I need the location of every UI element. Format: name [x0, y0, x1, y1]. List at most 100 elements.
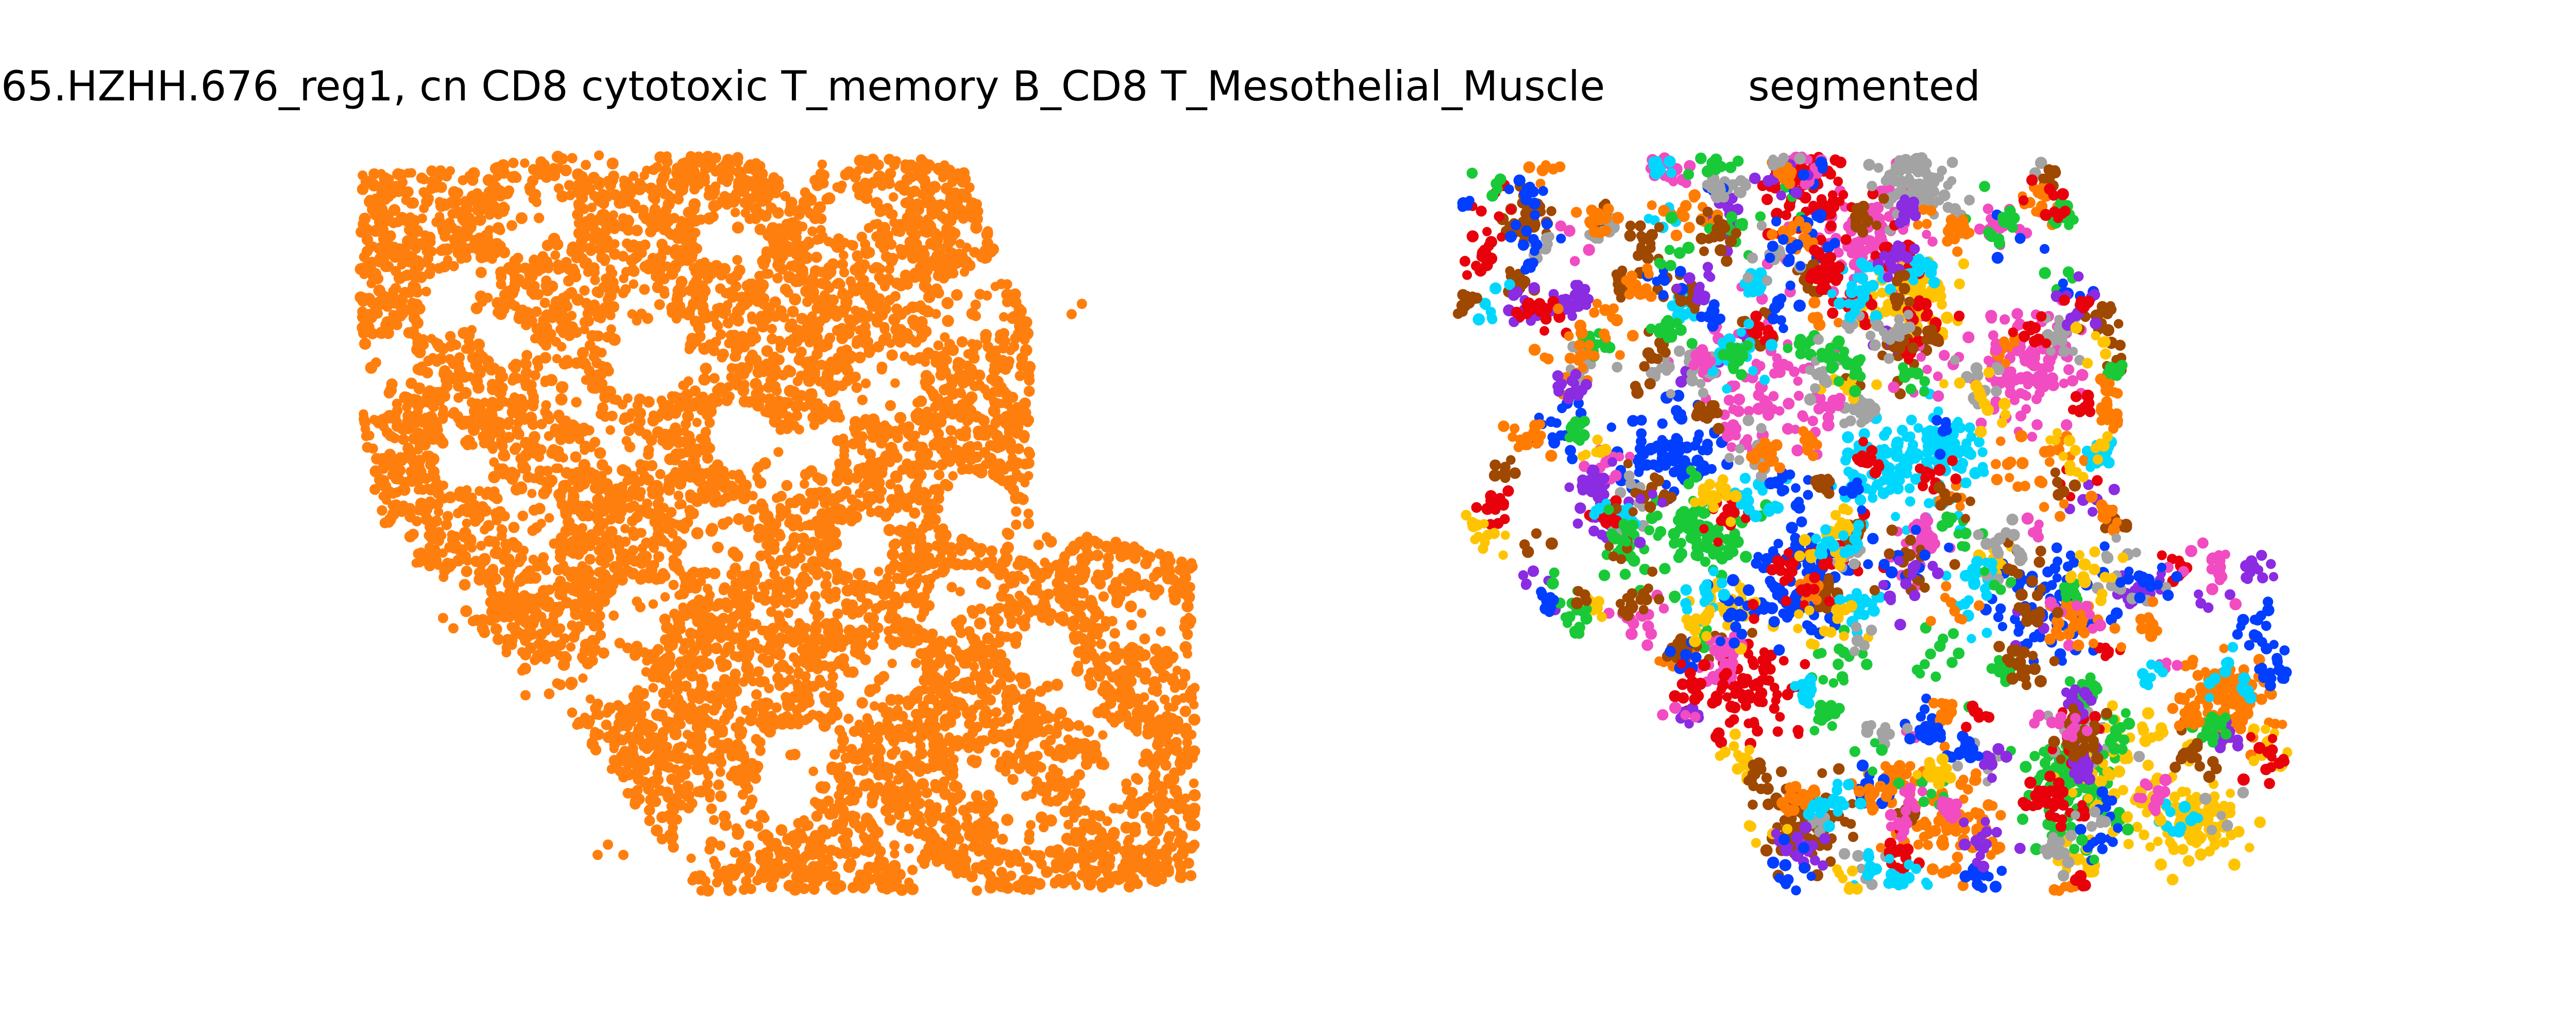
data-point: [685, 627, 697, 639]
data-point: [594, 243, 605, 254]
data-point: [733, 315, 744, 327]
data-point: [431, 217, 442, 228]
data-point: [590, 702, 601, 714]
data-point: [811, 810, 823, 822]
data-point: [605, 425, 615, 435]
data-point: [1098, 730, 1108, 740]
data-point: [493, 550, 502, 560]
data-point: [667, 518, 677, 528]
data-point: [791, 410, 803, 421]
data-point: [810, 320, 820, 331]
data-point: [793, 636, 804, 646]
data-point: [710, 166, 721, 177]
data-point: [997, 833, 1008, 845]
data-point: [888, 192, 899, 202]
right-panel-title: segmented: [1748, 62, 1980, 110]
data-point: [964, 260, 976, 271]
data-point: [505, 298, 517, 310]
data-point: [1007, 852, 1016, 862]
data-point: [467, 167, 480, 180]
data-point: [675, 221, 686, 232]
data-point: [999, 312, 1009, 322]
data-point: [487, 379, 498, 390]
data-point: [1091, 550, 1104, 561]
data-point: [595, 288, 604, 299]
data-point: [592, 493, 604, 506]
data-point: [1147, 759, 1160, 771]
data-point: [715, 840, 726, 851]
data-point: [520, 376, 532, 388]
data-point: [527, 175, 539, 187]
data-point: [1058, 611, 1069, 622]
data-point: [877, 702, 888, 713]
data-point: [807, 226, 818, 236]
data-point: [377, 505, 387, 516]
data-point: [1133, 775, 1143, 785]
data-point: [771, 385, 782, 396]
data-point: [674, 590, 684, 600]
data-point: [1045, 814, 1057, 827]
data-point: [832, 608, 843, 620]
data-point: [903, 210, 916, 222]
data-point: [745, 819, 755, 829]
data-point: [1181, 793, 1191, 803]
data-point: [515, 212, 528, 225]
data-point: [823, 558, 834, 570]
data-point: [654, 151, 667, 163]
data-point: [951, 289, 963, 301]
data-point: [556, 190, 569, 202]
data-point: [1011, 519, 1022, 530]
data-point: [829, 689, 840, 699]
data-point: [1187, 558, 1197, 568]
data-point: [632, 316, 642, 326]
data-point: [649, 410, 658, 420]
data-point: [388, 204, 401, 216]
data-point: [527, 525, 538, 536]
data-point: [928, 181, 941, 193]
data-point: [529, 254, 539, 265]
data-point: [741, 705, 751, 715]
data-point: [1031, 585, 1042, 596]
data-point: [1096, 639, 1107, 649]
data-point: [536, 419, 547, 430]
data-point: [988, 350, 998, 361]
data-point: [1127, 787, 1138, 798]
data-point: [402, 235, 414, 247]
data-point: [1124, 719, 1134, 730]
data-point: [672, 232, 684, 244]
data-point: [472, 382, 485, 394]
data-point: [708, 568, 721, 579]
data-point: [924, 799, 935, 810]
data-point: [1139, 633, 1150, 645]
data-point: [558, 453, 568, 463]
data-point: [843, 861, 856, 873]
data-point: [535, 444, 547, 456]
data-point: [584, 554, 596, 565]
data-point: [1141, 812, 1153, 824]
data-point: [710, 642, 722, 655]
data-point: [427, 524, 437, 535]
data-point: [1103, 552, 1114, 563]
data-point: [1021, 862, 1033, 875]
data-point: [710, 336, 721, 348]
data-point: [738, 677, 749, 687]
data-point: [1155, 548, 1165, 559]
data-point: [668, 579, 679, 590]
data-point: [498, 450, 509, 461]
data-point: [901, 501, 913, 512]
data-point: [594, 150, 604, 161]
data-point: [595, 520, 604, 530]
data-point: [867, 491, 880, 504]
data-point: [861, 734, 873, 745]
data-point: [889, 840, 900, 851]
data-point: [956, 336, 968, 348]
data-point: [653, 775, 664, 785]
data-point: [669, 407, 682, 419]
data-point: [969, 381, 980, 391]
data-point: [812, 472, 823, 483]
data-point: [543, 621, 553, 631]
data-point: [972, 885, 982, 896]
data-point: [1080, 759, 1092, 770]
data-point: [603, 702, 616, 715]
data-point: [590, 275, 600, 285]
